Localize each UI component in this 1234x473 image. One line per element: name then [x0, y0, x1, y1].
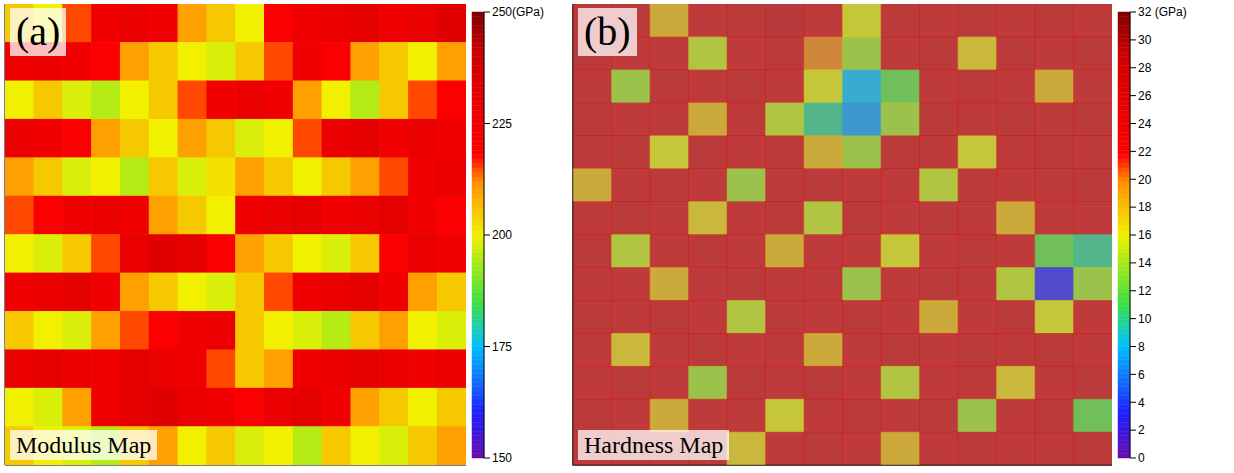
svg-text:18: 18 [1138, 200, 1152, 214]
svg-text:12: 12 [1138, 284, 1152, 298]
svg-text:6: 6 [1138, 368, 1145, 382]
svg-text:22: 22 [1138, 145, 1152, 159]
svg-text:10: 10 [1138, 312, 1152, 326]
svg-text:0: 0 [1138, 451, 1145, 465]
svg-text:26: 26 [1138, 89, 1152, 103]
html-text:Hardness Map: Hardness Map [584, 432, 724, 458]
svg-text:20: 20 [1138, 173, 1152, 187]
svg-text:150: 150 [492, 451, 512, 465]
html-text:(a): (a) [16, 9, 61, 54]
html-text:(b): (b) [584, 9, 631, 54]
svg-text:28: 28 [1138, 61, 1152, 75]
html-text:Modulus Map: Modulus Map [16, 432, 152, 458]
svg-text:200: 200 [492, 228, 512, 242]
svg-text:14: 14 [1138, 256, 1152, 270]
svg-text:32 (GPa): 32 (GPa) [1138, 5, 1187, 19]
svg-text:30: 30 [1138, 33, 1152, 47]
svg-text:225: 225 [492, 117, 512, 131]
svg-text:175: 175 [492, 340, 512, 354]
svg-text:4: 4 [1138, 396, 1145, 410]
svg-text:24: 24 [1138, 117, 1152, 131]
svg-text:8: 8 [1138, 340, 1145, 354]
svg-text:250(GPa): 250(GPa) [492, 5, 544, 19]
svg-text:2: 2 [1138, 423, 1145, 437]
svg-text:16: 16 [1138, 228, 1152, 242]
